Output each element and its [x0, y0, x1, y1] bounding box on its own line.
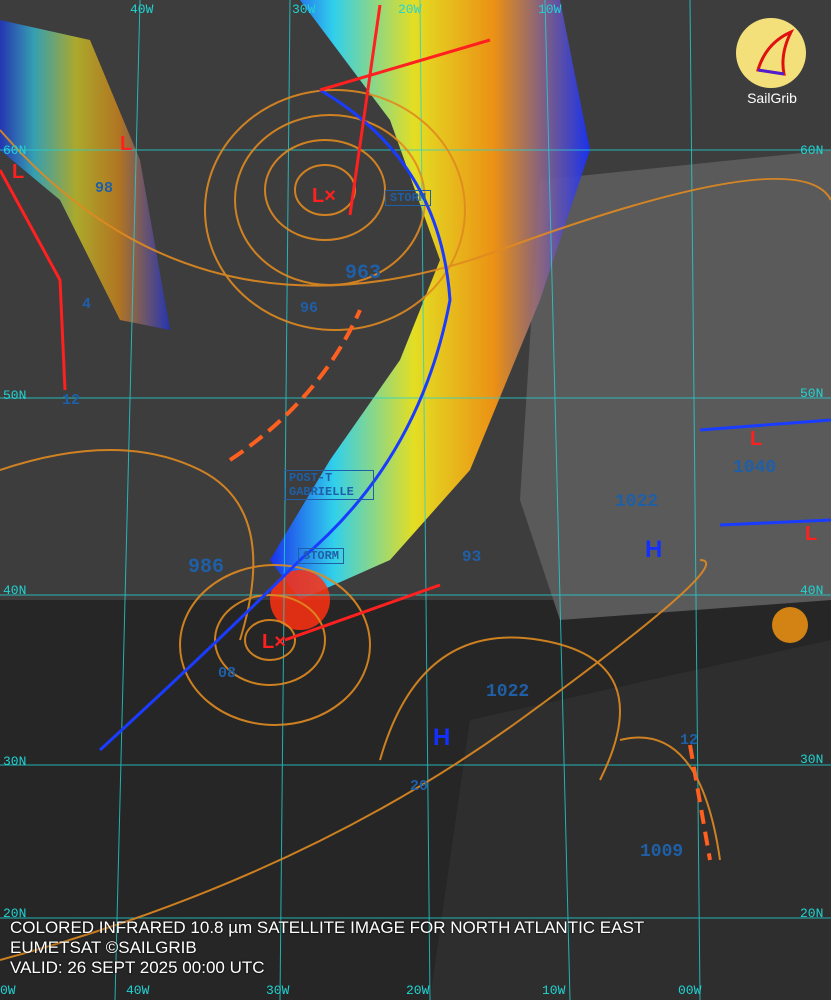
lat-label: 40N — [800, 583, 824, 598]
lon-label: 40W — [130, 2, 154, 17]
sail-icon — [756, 28, 795, 76]
lon-label: 00W — [678, 983, 702, 998]
storm-label-north: STORM — [385, 190, 432, 206]
low-marker-south: L× — [262, 631, 286, 653]
lat-label: 20N — [800, 906, 824, 921]
occluded-front-west — [0, 169, 67, 391]
isobar-label: 1022 — [615, 492, 659, 512]
isobar-label: 98 — [95, 180, 114, 197]
low-markers: L× L× L L L L — [12, 133, 817, 653]
isobar-label: 1022 — [486, 682, 530, 702]
africa-land — [430, 640, 831, 1000]
high-pressure-marker: H — [433, 724, 451, 751]
trough-line — [228, 309, 362, 462]
caption-valid-time: VALID: 26 SEPT 2025 00:00 UTC — [10, 958, 265, 977]
low-marker-greenland: L — [120, 133, 132, 155]
lat-label: 30N — [800, 752, 824, 767]
isobar-label: 1040 — [733, 458, 777, 478]
lat-label: 50N — [800, 386, 824, 401]
cold-front — [98, 88, 452, 752]
lon-label: 30W — [266, 983, 290, 998]
lat-label: 50N — [3, 388, 27, 403]
low-marker-north: L× — [312, 185, 336, 207]
isobar-label: 986 — [188, 556, 225, 579]
convection-east — [772, 607, 808, 643]
isobar-label: 93 — [462, 548, 482, 566]
gabrielle-label: POST-T GABRIELLE — [284, 470, 374, 500]
lon-label: 40W — [126, 983, 150, 998]
isobar-label: 96 — [300, 300, 319, 317]
lon-label: 0W — [0, 983, 16, 998]
isobar-label: 963 — [345, 262, 382, 285]
europe-land — [520, 150, 831, 620]
lon-label: 20W — [398, 2, 422, 17]
caption-source: EUMETSAT ©SAILGRIB — [10, 938, 197, 957]
lat-label: 60N — [3, 143, 27, 158]
lon-label: 20W — [406, 983, 430, 998]
lat-label: 30N — [3, 754, 27, 769]
lat-label: 60N — [800, 143, 824, 158]
front-east — [699, 418, 831, 527]
isobar-label: 08 — [218, 665, 237, 682]
caption-title: COLORED INFRARED 10.8 µm SATELLITE IMAGE… — [10, 918, 645, 937]
trough-line-2 — [688, 744, 712, 861]
warm-front-north — [319, 38, 491, 92]
lat-label: 40N — [3, 583, 27, 598]
isobar-label: 20 — [410, 778, 429, 795]
low-marker-europe: L — [750, 428, 762, 450]
cloud-west — [0, 20, 170, 330]
isobar-label: 12 — [62, 392, 81, 409]
lon-label: 10W — [538, 2, 562, 17]
isobar-label: 1009 — [640, 842, 684, 862]
isobar-label: 4 — [82, 296, 92, 313]
low-marker-west: L — [12, 161, 24, 183]
logo-text: SailGrib — [747, 90, 797, 106]
low-marker-med: L — [805, 523, 817, 545]
high-pressure-marker: H — [645, 536, 663, 563]
lon-label: 30W — [292, 2, 316, 17]
warm-front-south — [284, 583, 441, 642]
lat-label: 20N — [3, 906, 27, 921]
isobar-label: 12 — [680, 732, 699, 749]
storm-label-south: STORM — [298, 548, 345, 564]
storm-track-north — [348, 4, 382, 216]
lon-label: 10W — [542, 983, 566, 998]
sailgrib-logo — [736, 18, 806, 88]
